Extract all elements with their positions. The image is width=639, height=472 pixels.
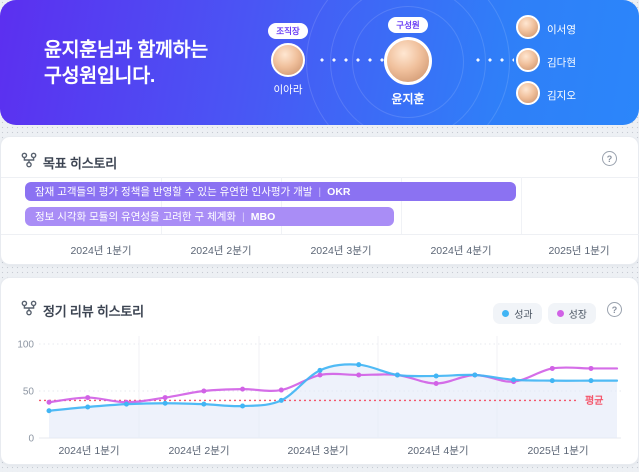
svg-text:0: 0 xyxy=(28,434,34,445)
member-row[interactable]: 김다현 xyxy=(516,48,576,72)
review-history-card: 정기 리뷰 히스토리 성과 성장 ? 100 50 0 평균 2024년 1분기 2024년… xyxy=(0,277,639,465)
review-line-chart: 100 50 0 평균 2024년 1분기 2024년 2분기 2024년 3분기 2024년… xyxy=(17,336,621,457)
legend-label: 성과 xyxy=(514,310,533,321)
member-name: 김다현 xyxy=(547,57,576,69)
banner-title: 윤지훈님과 함께하는 구성원입니다. xyxy=(44,39,208,87)
role-badge: 구성원 xyxy=(388,17,428,33)
goal-separator: | xyxy=(318,185,322,198)
section-title: 목표 히스토리 xyxy=(43,156,117,171)
svg-text:2024년 3분기: 2024년 3분기 xyxy=(287,445,348,457)
member-row[interactable]: 이서영 xyxy=(516,15,576,39)
svg-text:2025년 1분기: 2025년 1분기 xyxy=(527,445,588,457)
member-center[interactable]: 구성원 윤지훈 xyxy=(370,17,446,107)
goal-axis-label: 2024년 3분기 xyxy=(310,245,372,257)
help-icon[interactable]: ? xyxy=(607,302,622,317)
legend-item-성장[interactable]: 성장 xyxy=(547,303,596,324)
connector-dots xyxy=(316,58,390,62)
member-name: 이아라 xyxy=(273,84,303,96)
legend-dot xyxy=(556,310,564,317)
svg-text:평균: 평균 xyxy=(585,394,603,407)
goal-bar-okr[interactable]: 잠재 고객들의 평가 정책을 반영할 수 있는 유연한 인사평가 개발 | OKR xyxy=(25,182,517,201)
member-name: 윤지훈 xyxy=(391,92,425,106)
avatar xyxy=(516,81,540,105)
role-badge: 조직장 xyxy=(268,23,308,39)
goal-separator: | xyxy=(242,210,245,223)
goal-axis-label: 2025년 1분기 xyxy=(548,245,610,257)
avatar xyxy=(271,43,305,77)
avatar xyxy=(516,48,540,72)
goal-label: 정보 시각화 모듈의 유연성을 고려한 구 체계화 xyxy=(35,211,237,223)
svg-text:2024년 2분기: 2024년 2분기 xyxy=(168,445,229,457)
legend-item-성과[interactable]: 성과 xyxy=(493,303,542,324)
avatar xyxy=(384,37,432,85)
hierarchy-icon xyxy=(21,152,37,168)
goal-tag: MBO xyxy=(250,210,276,223)
goal-axis-label: 2024년 1분기 xyxy=(70,245,132,257)
hierarchy-icon xyxy=(21,300,37,316)
help-icon[interactable]: ? xyxy=(602,151,617,166)
section-title: 정기 리뷰 히스토리 xyxy=(43,304,144,319)
goal-tag: OKR xyxy=(327,185,351,198)
chart-legend: 성과 성장 xyxy=(493,303,596,324)
goal-history-card: 목표 히스토리 ? 잠재 고객들의 평가 정책을 반영할 수 있는 유연한 인사… xyxy=(0,136,639,265)
legend-dot xyxy=(502,310,510,317)
goal-bar-mbo[interactable]: 정보 시각화 모듈의 유연성을 고려한 구 체계화 | MBO xyxy=(25,207,394,226)
svg-text:100: 100 xyxy=(17,340,34,351)
member-name: 김지오 xyxy=(547,90,576,102)
avatar xyxy=(516,15,540,39)
connector-dots xyxy=(472,58,514,62)
legend-label: 성장 xyxy=(568,310,587,321)
member-row[interactable]: 김지오 xyxy=(516,81,576,105)
goal-label: 잠재 고객들의 평가 정책을 반영할 수 있는 유연한 인사평가 개발 xyxy=(35,186,313,198)
svg-text:2024년 4분기: 2024년 4분기 xyxy=(407,445,468,457)
goal-axis-label: 2024년 2분기 xyxy=(190,245,252,257)
member-leader[interactable]: 조직장 이아라 xyxy=(258,23,318,97)
ripple-ring xyxy=(306,0,510,125)
svg-text:2024년 1분기: 2024년 1분기 xyxy=(58,445,119,457)
goal-axis-label: 2024년 4분기 xyxy=(430,245,492,257)
svg-text:50: 50 xyxy=(23,387,35,398)
member-name: 이서영 xyxy=(547,24,576,36)
